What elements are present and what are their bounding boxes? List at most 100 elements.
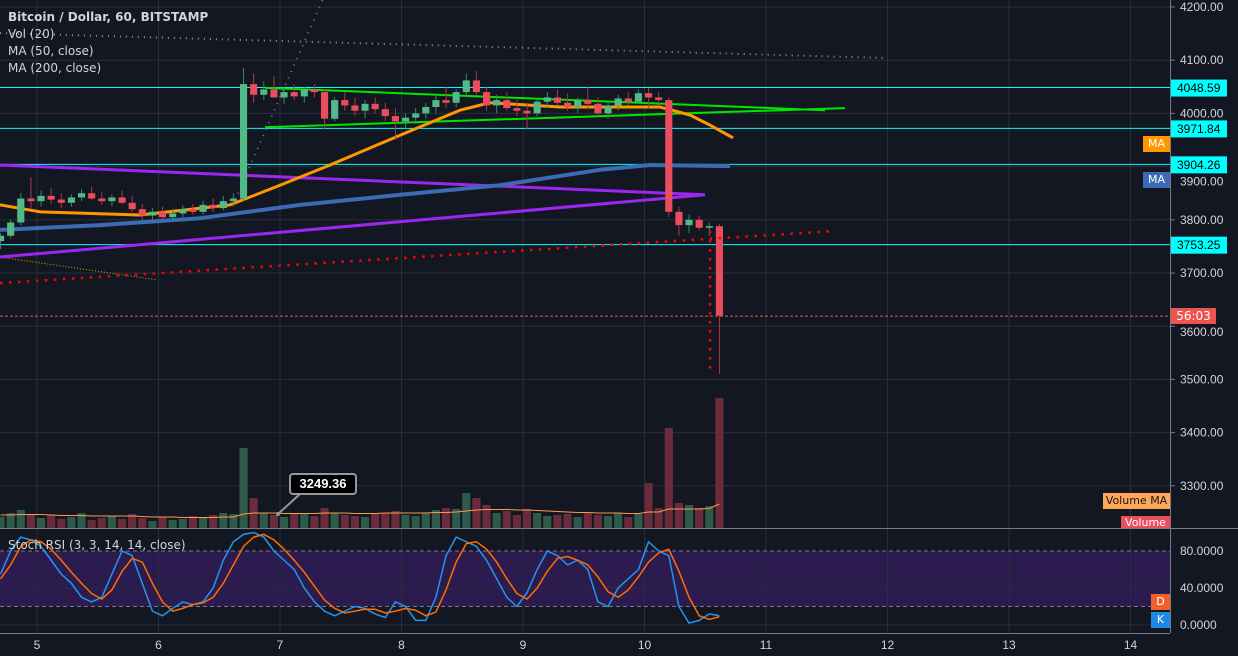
candle-body [503, 100, 511, 109]
volume-bar [391, 511, 400, 528]
candle-body [341, 100, 349, 106]
level-price-tag [1171, 236, 1227, 254]
time-tick-label: 5 [34, 638, 41, 652]
volume-bar [97, 518, 106, 528]
candle-body [665, 100, 673, 212]
price-tick-label: 4100.00 [1180, 53, 1224, 67]
candle-body [189, 209, 197, 212]
volume-bar [219, 513, 228, 528]
volume-bar [279, 517, 289, 528]
trendline-purple-upper [0, 163, 706, 197]
candle-body [169, 213, 177, 218]
candle-body [543, 97, 551, 102]
price-tick-label: 3500.00 [1180, 372, 1224, 386]
candle-body [300, 89, 308, 97]
time-tick-label: 11 [760, 638, 773, 652]
volume-bar [452, 509, 461, 528]
candle-body [118, 197, 126, 203]
price-note-callout[interactable]: 3249.36 [289, 473, 357, 495]
candle-body [331, 100, 339, 119]
candle-body [452, 92, 460, 103]
volume-bar [87, 520, 96, 528]
volume-bar [239, 448, 248, 528]
candle-body [57, 199, 65, 203]
volume-bar [502, 511, 511, 528]
candle-body [260, 89, 268, 95]
volume-bar [664, 428, 673, 528]
volume-bar [654, 508, 663, 528]
level-price-label: 4048.59 [1177, 81, 1221, 95]
volume-bar [36, 518, 46, 528]
volume-bar [614, 513, 623, 528]
level-price-tag [1171, 120, 1227, 138]
candle-body [209, 204, 217, 209]
time-tick-label: 12 [881, 638, 895, 652]
candle-body [98, 198, 106, 202]
candle-body [0, 235, 5, 242]
legend-volume[interactable]: Vol (20) [8, 27, 55, 41]
candle-body [513, 108, 521, 111]
volume-bar [472, 498, 481, 528]
stoch-k-line [0, 531, 720, 625]
price-tick-label: 4200.00 [1180, 0, 1224, 14]
bar-countdown-tag: 56:03 [1171, 308, 1216, 324]
candle-body [381, 109, 389, 117]
candle-body [67, 197, 75, 203]
candle-body [614, 98, 622, 106]
trendline-purple-lower [0, 193, 706, 259]
volume-bar [705, 506, 714, 528]
volume-bar [198, 518, 208, 528]
candle-body [401, 117, 410, 122]
volume-bar [209, 515, 218, 528]
volume-bar [117, 519, 127, 528]
level-price-label: 3904.26 [1177, 158, 1221, 172]
candle-body [604, 105, 612, 114]
candle-body [320, 92, 329, 119]
stoch-tick-label: 80.0000 [1180, 544, 1224, 558]
volume-bar [26, 514, 35, 528]
candle-body [290, 92, 298, 97]
candle-body [270, 89, 278, 98]
candle-body [584, 100, 592, 104]
candle-body [422, 107, 430, 114]
volume-bar [603, 516, 613, 528]
candle-body [705, 226, 713, 228]
volume-bar [522, 509, 532, 528]
time-tick-label: 9 [520, 638, 527, 652]
legend-stoch-rsi[interactable]: Stoch RSI (3, 3, 14, 14, close) [8, 538, 186, 552]
candle-body [371, 103, 379, 110]
volume-bar [107, 516, 116, 528]
volume-bar [350, 516, 359, 528]
candle-body [280, 92, 288, 98]
trendline-green-lower [265, 107, 846, 129]
candle-body [179, 209, 187, 214]
candle-body [412, 113, 420, 118]
level-price-tag [1171, 156, 1227, 174]
candle-body [594, 103, 602, 114]
legend-ma50[interactable]: MA (50, close) [8, 44, 94, 58]
time-tick-label: 8 [398, 638, 405, 652]
candle-body [432, 100, 440, 108]
candle-body [128, 202, 136, 210]
volume-bar [401, 515, 410, 528]
candle-body [644, 93, 653, 98]
candle-body [47, 195, 55, 200]
callout-pointer [277, 493, 301, 515]
candle-body [634, 93, 642, 102]
legend-ma200[interactable]: MA (200, close) [8, 61, 102, 75]
candle-body [695, 219, 703, 228]
volume-bar [148, 521, 157, 528]
stoch-band [0, 551, 1170, 607]
volume-bar [715, 398, 724, 528]
price-tick-label: 3800.00 [1180, 213, 1224, 227]
volume-bar [360, 517, 370, 528]
price-tick-label: 3700.00 [1180, 266, 1224, 280]
volume-bar [563, 514, 572, 528]
volume-bar [77, 513, 86, 528]
volume-bar [674, 503, 683, 528]
volume-bar [330, 513, 339, 528]
candle-body [88, 193, 96, 199]
ma50-axis-tag: MA [1143, 136, 1170, 152]
